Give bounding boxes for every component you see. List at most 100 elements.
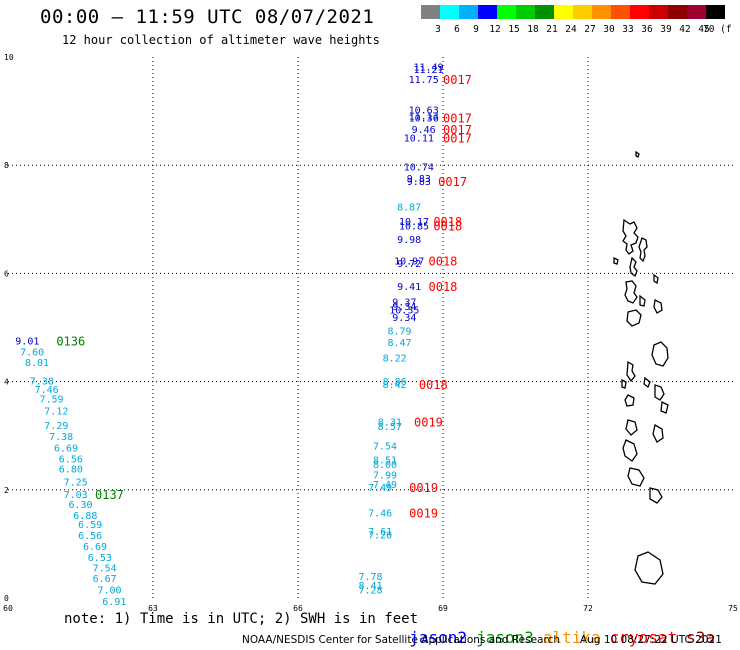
- colorbar-label: 24: [565, 24, 577, 35]
- colorbar-label: 27: [584, 24, 595, 35]
- data-point-label: 10.85: [399, 221, 429, 232]
- data-point-label: 8.31: [378, 418, 402, 429]
- y-tick-label: 10: [4, 53, 14, 62]
- island-outline: [624, 280, 638, 304]
- y-tick-label: 0: [4, 594, 9, 603]
- data-point-label: 7.61: [368, 527, 392, 538]
- data-point-label: 6.88: [73, 511, 97, 522]
- data-point-label: 8.42: [383, 380, 407, 391]
- island-outline: [639, 294, 646, 307]
- data-point-label: 8.00: [373, 460, 397, 471]
- data-point-label: 7.60: [20, 347, 44, 358]
- colorbar-label: 30: [603, 24, 615, 35]
- data-point-label: 9.46: [412, 125, 436, 136]
- data-point-label: 7.59: [39, 394, 63, 405]
- data-point-label: 6.67: [93, 574, 117, 585]
- colorbar-label: 45: [698, 24, 709, 35]
- time-label: 0018: [419, 378, 448, 392]
- data-point-label: 7.00: [97, 585, 121, 596]
- x-tick-label: 72: [583, 604, 593, 613]
- x-tick-label: 69: [438, 604, 448, 613]
- colorbar-swatch: [668, 5, 687, 19]
- island-outline: [649, 487, 663, 504]
- time-label: 0019: [409, 507, 438, 521]
- time-label: 0137: [95, 488, 124, 502]
- data-point-label: 7.28: [358, 585, 382, 596]
- island-outline: [625, 419, 638, 436]
- island-outline: [635, 150, 640, 158]
- island-outline: [629, 256, 638, 278]
- colorbar-label: 21: [546, 24, 558, 35]
- legend-jason2: jason2: [409, 628, 468, 647]
- time-label: 0017: [443, 112, 472, 126]
- data-point-label: 7.38: [30, 377, 54, 388]
- data-point-label: 7.38: [49, 432, 73, 443]
- colorbar-label: 15: [508, 24, 519, 35]
- legend-s3a: s3a: [686, 628, 715, 647]
- satellite-legend: jason2 jason3 altika cryosat s3a: [390, 609, 724, 647]
- colorbar-label: 33: [622, 24, 633, 35]
- data-point-label: 7.12: [44, 406, 68, 417]
- data-point-label: 8.79: [387, 327, 411, 338]
- island-outline: [622, 439, 638, 462]
- data-point-label: 9.83: [407, 177, 431, 188]
- data-point-label: 6.69: [83, 542, 107, 553]
- data-point-label: 7.46: [35, 385, 59, 396]
- island-outline: [654, 384, 665, 401]
- colorbar-swatch: [421, 5, 440, 19]
- data-point-label: 9.41: [397, 282, 421, 293]
- island-outline: [626, 360, 636, 383]
- data-point-label: 9.37: [392, 298, 416, 309]
- data-point-label: 7.20: [368, 531, 392, 542]
- colorbar-swatch: [611, 5, 630, 19]
- data-point-label: 9.34: [392, 313, 416, 324]
- colorbar-swatch: [573, 5, 592, 19]
- data-point-label: 11.75: [409, 75, 439, 86]
- data-point-label: 9.01: [15, 336, 39, 347]
- data-point-label: 7.49: [368, 483, 392, 494]
- island-outline: [660, 401, 669, 414]
- data-point-label: 10.74: [404, 162, 434, 173]
- data-point-label: 8.22: [383, 353, 407, 364]
- colorbar-label: 3: [435, 24, 441, 35]
- colorbar-swatch: [592, 5, 611, 19]
- axis-tick-labels: 60 63 66 69 72 75 0 2 4 6 8 10: [3, 53, 738, 613]
- data-point-label: 6.59: [78, 520, 102, 531]
- units-note: note: 1) Time is in UTC; 2) SWH is in fe…: [64, 611, 419, 627]
- colorbar-label: 39: [660, 24, 672, 35]
- data-point-label: 7.54: [373, 441, 397, 452]
- time-label: 0017: [443, 132, 472, 146]
- x-tick-label: 66: [293, 604, 303, 613]
- colorbar-swatch: [478, 5, 497, 19]
- island-outline: [627, 467, 645, 487]
- data-point-label: 6.91: [102, 597, 126, 608]
- time-label: 0018: [429, 280, 458, 294]
- legend-jason3: jason3: [476, 628, 534, 647]
- data-point-label: 11.49: [413, 63, 443, 74]
- data-point-label: 11.13: [409, 111, 439, 122]
- data-point-label: 9.72: [397, 259, 421, 270]
- data-point-label: 11.21: [413, 65, 443, 76]
- time-label: 0017: [443, 73, 472, 87]
- colorbar-swatch: [706, 5, 725, 19]
- data-point-label: 9.34: [392, 302, 416, 313]
- island-outline: [624, 394, 635, 407]
- coastline-outline: [613, 150, 669, 585]
- colorbar-label: 6: [454, 24, 460, 35]
- time-label: 0019: [414, 416, 443, 430]
- island-outline: [626, 309, 642, 327]
- data-point-label: 8.86: [383, 377, 407, 388]
- time-label: 0017: [443, 123, 472, 137]
- y-tick-label: 4: [4, 378, 9, 387]
- colorbar-swatch: [516, 5, 535, 19]
- colorbar-swatch: [630, 5, 649, 19]
- time-label: 0017: [438, 175, 467, 189]
- data-point-label: 6.69: [54, 444, 78, 455]
- island-outline: [634, 551, 664, 585]
- colorbar-label: 42: [679, 24, 690, 35]
- time-label: 0018: [429, 254, 458, 268]
- x-tick-label: 63: [148, 604, 158, 613]
- data-point-label: 10.36: [409, 114, 439, 125]
